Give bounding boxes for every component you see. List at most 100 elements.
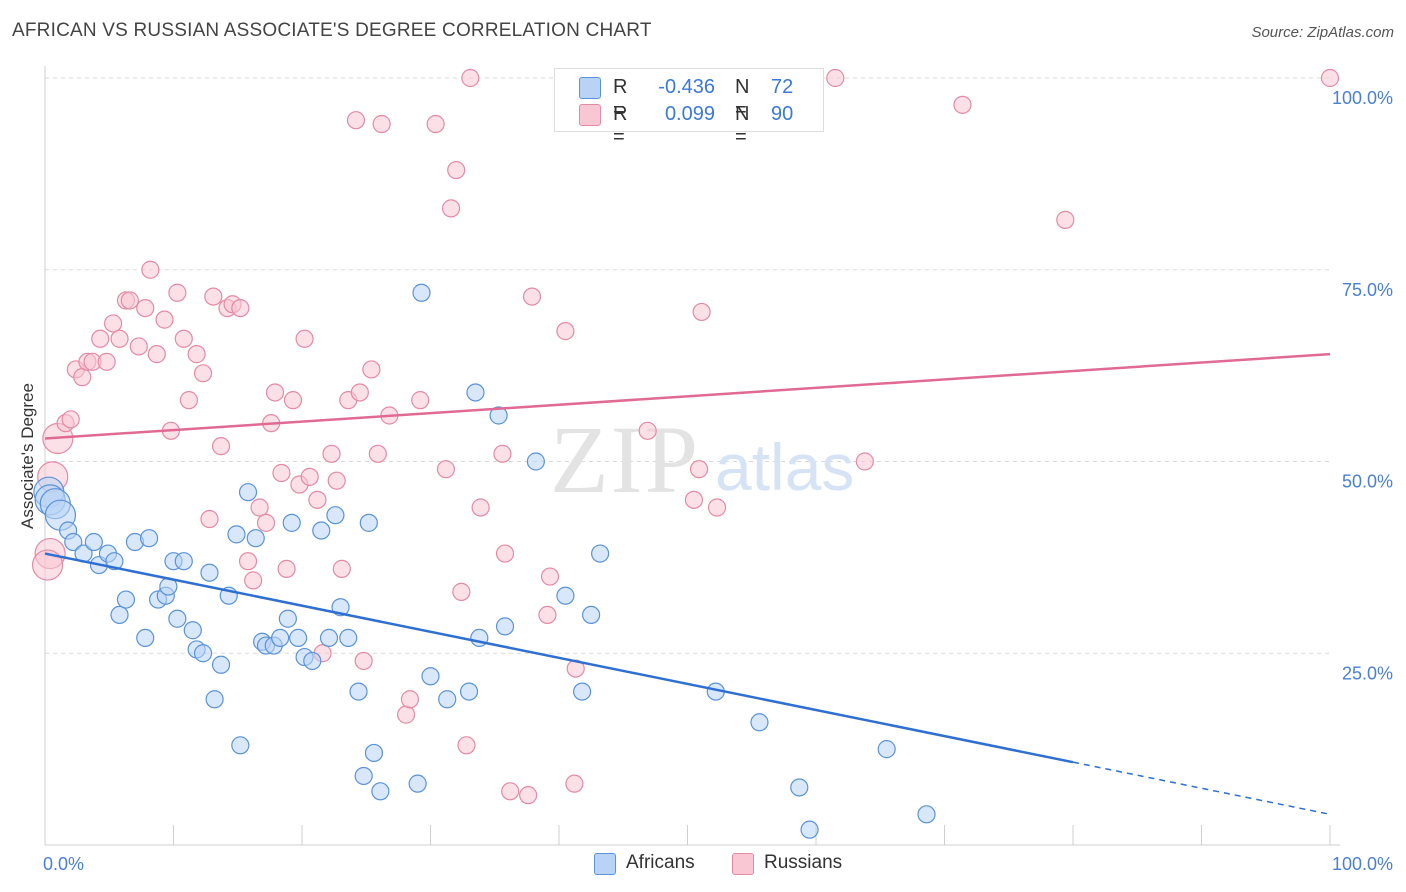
- russians-point: [120, 291, 139, 310]
- russians-legend-swatch: [732, 853, 754, 875]
- africans-point: [573, 682, 592, 701]
- africans-point: [326, 506, 345, 525]
- africans-point: [64, 532, 83, 552]
- source-label: Source: ZipAtlas.com: [1251, 24, 1394, 41]
- russians-point: [250, 498, 269, 517]
- y-axis-label: Associate's Degree: [18, 383, 37, 529]
- africans-point: [168, 609, 187, 628]
- africans-r-label: R =: [613, 76, 628, 121]
- russians-point: [110, 329, 129, 348]
- russians-point: [308, 490, 327, 509]
- russians-point: [452, 582, 471, 601]
- africans-point: [105, 552, 124, 571]
- africans-point: [110, 605, 129, 625]
- y-tick-label: 25.0%: [1342, 663, 1393, 683]
- russians-point: [436, 460, 456, 479]
- africans-point: [246, 529, 265, 548]
- russians-point: [238, 552, 258, 571]
- africans-point: [116, 590, 136, 609]
- watermark-zip: ZIP: [550, 406, 700, 513]
- russians-point: [411, 391, 430, 410]
- africans-point: [282, 513, 301, 532]
- africans-point: [750, 713, 769, 732]
- africans-point: [238, 483, 258, 502]
- africans-point: [489, 406, 508, 425]
- russians-point: [136, 299, 155, 318]
- africans-swatch: [579, 77, 601, 99]
- trend-lines: [44, 352, 1331, 816]
- russians-point: [61, 410, 80, 429]
- africans-point: [339, 628, 358, 648]
- russians-point: [471, 498, 490, 517]
- russians-point: [91, 329, 110, 348]
- y-tick-label: 75.0%: [1342, 280, 1393, 300]
- russians-point: [426, 114, 445, 134]
- russians-point: [168, 283, 187, 302]
- africans-point: [271, 628, 290, 648]
- africans-r-value: -0.436: [658, 76, 715, 98]
- russians-point: [204, 287, 223, 306]
- russians-point: [129, 337, 148, 356]
- russians-point: [174, 329, 193, 348]
- russians-trend-line: [44, 352, 1331, 440]
- africans-point: [278, 609, 297, 628]
- russians-n-value: 90: [771, 103, 794, 125]
- y-tick-label: 50.0%: [1342, 472, 1393, 492]
- russians-point: [519, 786, 538, 805]
- russians-point: [231, 299, 250, 318]
- russians-point: [1056, 210, 1075, 229]
- africans-point: [205, 690, 224, 709]
- africans-point: [183, 621, 202, 640]
- africans-point: [354, 766, 373, 786]
- russians-point: [689, 460, 709, 479]
- russians-points: [31, 68, 1340, 805]
- russians-point: [283, 391, 303, 410]
- russians-point: [211, 437, 231, 456]
- russians-point: [193, 364, 213, 383]
- africans-point: [312, 521, 331, 540]
- russians-point: [372, 114, 391, 134]
- africans-trend-line: [44, 552, 1074, 764]
- russians-point: [327, 471, 346, 490]
- russians-point: [441, 199, 461, 218]
- russians-point: [200, 509, 219, 529]
- africans-legend-label: Africans: [626, 852, 695, 873]
- africans-point: [319, 628, 339, 648]
- x-tick-labels: 0.0% 100.0%: [43, 854, 1393, 874]
- russians-point: [187, 345, 206, 364]
- africans-point: [174, 552, 193, 571]
- russians-point: [638, 421, 657, 440]
- africans-point: [211, 655, 231, 674]
- africans-point: [231, 736, 250, 755]
- africans-point: [227, 525, 246, 544]
- africans-point: [200, 563, 219, 582]
- africans-point: [877, 740, 896, 759]
- africans-point: [349, 682, 368, 701]
- africans-point: [556, 586, 575, 605]
- africans-point: [582, 605, 601, 625]
- africans-point: [421, 667, 440, 686]
- russians-point: [396, 705, 416, 724]
- africans-point: [800, 820, 819, 839]
- russians-point: [368, 444, 387, 463]
- watermark: ZIP atlas: [550, 406, 854, 513]
- russians-point: [350, 383, 369, 402]
- russians-point: [346, 111, 366, 130]
- russians-point: [104, 314, 123, 333]
- russians-n-label: N =: [735, 103, 750, 148]
- russians-legend-label: Russians: [764, 852, 843, 873]
- africans-point: [917, 805, 936, 824]
- africans-point: [459, 682, 479, 701]
- russians-point: [300, 467, 319, 486]
- russians-point: [461, 68, 480, 88]
- africans-point: [790, 778, 809, 797]
- russians-point: [332, 559, 351, 578]
- africans-trend-extension: [1072, 761, 1331, 816]
- africans-point: [495, 617, 515, 636]
- russians-point: [565, 774, 584, 793]
- africans-point: [438, 690, 457, 709]
- africans-point: [303, 651, 322, 671]
- russians-point: [97, 352, 116, 371]
- russians-point: [501, 782, 520, 801]
